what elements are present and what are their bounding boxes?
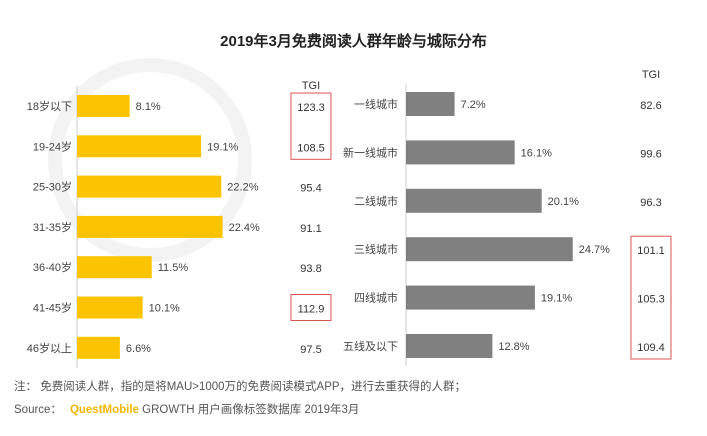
category-label: 18岁以下 xyxy=(27,99,72,113)
value-label: 19.1% xyxy=(207,141,238,153)
tgi-header: TGI xyxy=(642,69,660,81)
bar xyxy=(406,334,493,358)
category-label: 一线城市 xyxy=(354,97,398,111)
value-label: 6.6% xyxy=(126,343,151,355)
category-label: 二线城市 xyxy=(354,194,398,208)
source-brand: QuestMobile xyxy=(69,404,139,416)
category-label: 三线城市 xyxy=(354,242,398,256)
tgi-value: 101.1 xyxy=(637,245,665,257)
tgi-highlight-box xyxy=(630,235,672,360)
watermark-ring xyxy=(48,58,252,262)
bar xyxy=(406,237,573,262)
tgi-value: 97.5 xyxy=(300,344,321,356)
bar xyxy=(77,175,222,198)
value-label: 12.8% xyxy=(498,341,529,353)
value-label: 20.1% xyxy=(548,196,579,208)
tgi-value: 123.3 xyxy=(297,102,325,114)
bar xyxy=(77,135,202,158)
source-label: Source： xyxy=(14,404,62,416)
bar xyxy=(406,188,542,213)
category-label: 36-40岁 xyxy=(33,260,72,274)
tgi-value: 82.6 xyxy=(640,100,661,112)
bar xyxy=(406,285,535,310)
value-label: 19.1% xyxy=(541,293,572,305)
tgi-value: 93.8 xyxy=(300,263,321,275)
value-label: 24.7% xyxy=(579,244,610,256)
bar xyxy=(77,95,130,117)
bar xyxy=(77,336,120,359)
tgi-highlight-box xyxy=(290,294,332,321)
tgi-value: 96.3 xyxy=(640,197,661,209)
bar xyxy=(77,296,143,319)
tgi-header: TGI xyxy=(302,80,320,92)
category-label: 19-24岁 xyxy=(33,139,72,153)
footnote: 注： 免费阅读人群，指的是将MAU>1000万的免费阅读模式APP，进行去重获得… xyxy=(14,381,467,393)
tgi-value: 91.1 xyxy=(300,223,321,235)
bar xyxy=(77,215,223,238)
category-label: 25-30岁 xyxy=(33,180,72,194)
category-label: 41-45岁 xyxy=(33,301,72,315)
value-label: 7.2% xyxy=(461,99,486,111)
value-label: 22.4% xyxy=(229,222,260,234)
tgi-value: 99.6 xyxy=(640,148,661,160)
source-line: Source： QuestMobile GROWTH 用户画像标签数据库 2019… xyxy=(14,401,359,417)
category-label: 46岁以上 xyxy=(27,341,72,355)
category-label: 四线城市 xyxy=(354,291,398,305)
tgi-value: 105.3 xyxy=(637,294,665,306)
value-label: 11.5% xyxy=(158,262,189,274)
source-text: GROWTH 用户画像标签数据库 2019年3月 xyxy=(142,404,360,416)
category-label: 31-35岁 xyxy=(33,220,72,234)
bar xyxy=(77,256,152,279)
tgi-highlight-box xyxy=(290,92,332,160)
category-label: 新一线城市 xyxy=(343,145,398,159)
chart-title: 2019年3月免费阅读人群年龄与城际分布 xyxy=(220,33,487,50)
value-label: 10.1% xyxy=(149,303,180,315)
value-label: 8.1% xyxy=(136,101,161,113)
tgi-value: 112.9 xyxy=(298,304,325,316)
value-label: 16.1% xyxy=(521,147,552,159)
tgi-value: 109.4 xyxy=(637,342,665,354)
tgi-value: 95.4 xyxy=(300,183,321,195)
tgi-value: 108.5 xyxy=(297,142,325,154)
category-label: 五线及以下 xyxy=(343,339,398,353)
value-label: 22.2% xyxy=(227,182,258,194)
bar xyxy=(406,140,515,165)
bar xyxy=(406,92,455,116)
